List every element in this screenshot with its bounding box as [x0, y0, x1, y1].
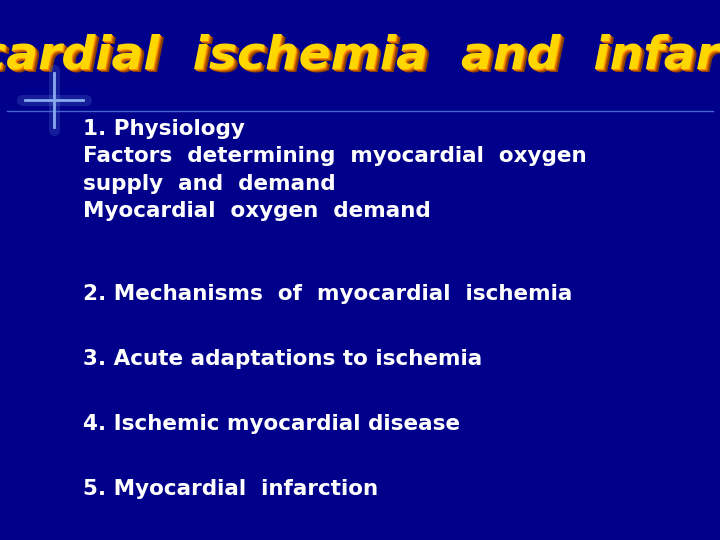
- Text: Myocardial  ischemia  and  infarction: Myocardial ischemia and infarction: [0, 36, 720, 81]
- Text: 1. Physiology
Factors  determining  myocardial  oxygen
supply  and  demand
Myoca: 1. Physiology Factors determining myocar…: [83, 119, 586, 221]
- Text: 5. Myocardial  infarction: 5. Myocardial infarction: [83, 478, 378, 499]
- Text: 2. Mechanisms  of  myocardial  ischemia: 2. Mechanisms of myocardial ischemia: [83, 284, 572, 305]
- Text: 4. Ischemic myocardial disease: 4. Ischemic myocardial disease: [83, 414, 460, 434]
- Text: 3. Acute adaptations to ischemia: 3. Acute adaptations to ischemia: [83, 349, 482, 369]
- Text: Myocardial  ischemia  and  infarction: Myocardial ischemia and infarction: [0, 34, 720, 79]
- Text: Myocardial  ischemia  and  infarction: Myocardial ischemia and infarction: [0, 37, 720, 82]
- Text: Myocardial  ischemia  and  infarction: Myocardial ischemia and infarction: [0, 35, 720, 80]
